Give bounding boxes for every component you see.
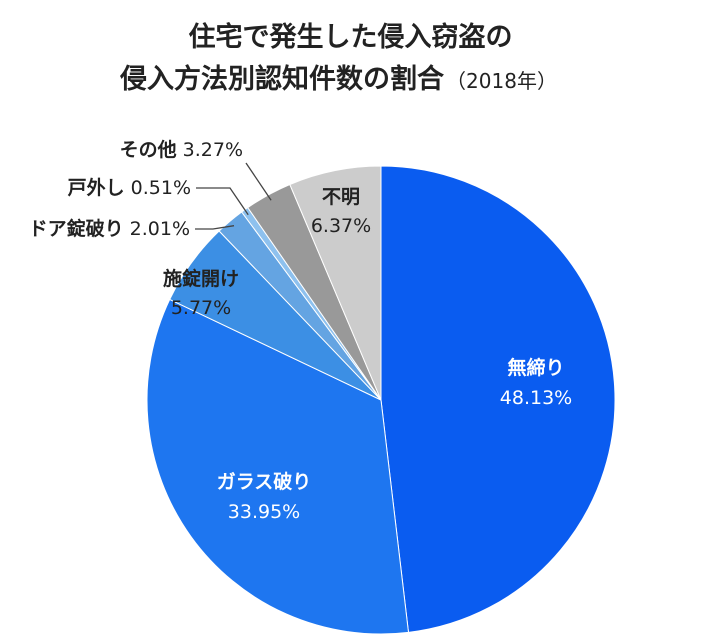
slice-value-sonota: 3.27% <box>177 139 243 161</box>
pie-slice-fumei <box>289 165 382 401</box>
chart-title-year: （2018年） <box>446 69 557 93</box>
pie-slice-mujimari <box>380 165 616 633</box>
slice-label-tohazushi: 戸外し <box>68 176 125 199</box>
slice-value-glass-yaburi: 33.95% <box>228 501 300 523</box>
slice-annotation-door-jo-yaburi: ドア錠破り 2.01% <box>29 217 190 240</box>
slice-label-fumei: 不明 <box>322 186 360 208</box>
chart-title-line2: 侵入方法別認知件数の割合 （2018年） <box>0 66 689 93</box>
slice-value-tohazushi: 0.51% <box>125 177 191 199</box>
pie-slice-glass-yaburi <box>146 298 410 635</box>
leader-line-door-jo-yaburi <box>195 225 235 230</box>
chart-title-line2-text: 侵入方法別認知件数の割合 <box>120 64 445 95</box>
slice-value-door-jo-yaburi: 2.01% <box>124 218 190 240</box>
slice-label-glass-yaburi: ガラス破り <box>217 471 312 493</box>
chart-title-line1: 住宅で発生した侵入窃盗の <box>188 22 513 53</box>
slice-label-door-jo-yaburi: ドア錠破り <box>29 217 124 240</box>
slice-annotation-tohazushi: 戸外し 0.51% <box>68 176 191 199</box>
slice-label-sejo-ake: 施錠開け <box>163 267 239 290</box>
slice-annotation-sonota: その他 3.27% <box>120 138 243 161</box>
slice-value-sejo-ake: 5.77% <box>171 297 231 319</box>
leader-line-sonota <box>245 162 272 201</box>
leader-line-tohazushi <box>196 187 249 216</box>
slice-value-fumei: 6.37% <box>311 215 371 237</box>
slice-label-sonota: その他 <box>120 138 177 161</box>
slice-value-mujimari: 48.13% <box>500 387 572 409</box>
slice-label-mujimari: 無締り <box>507 356 564 379</box>
